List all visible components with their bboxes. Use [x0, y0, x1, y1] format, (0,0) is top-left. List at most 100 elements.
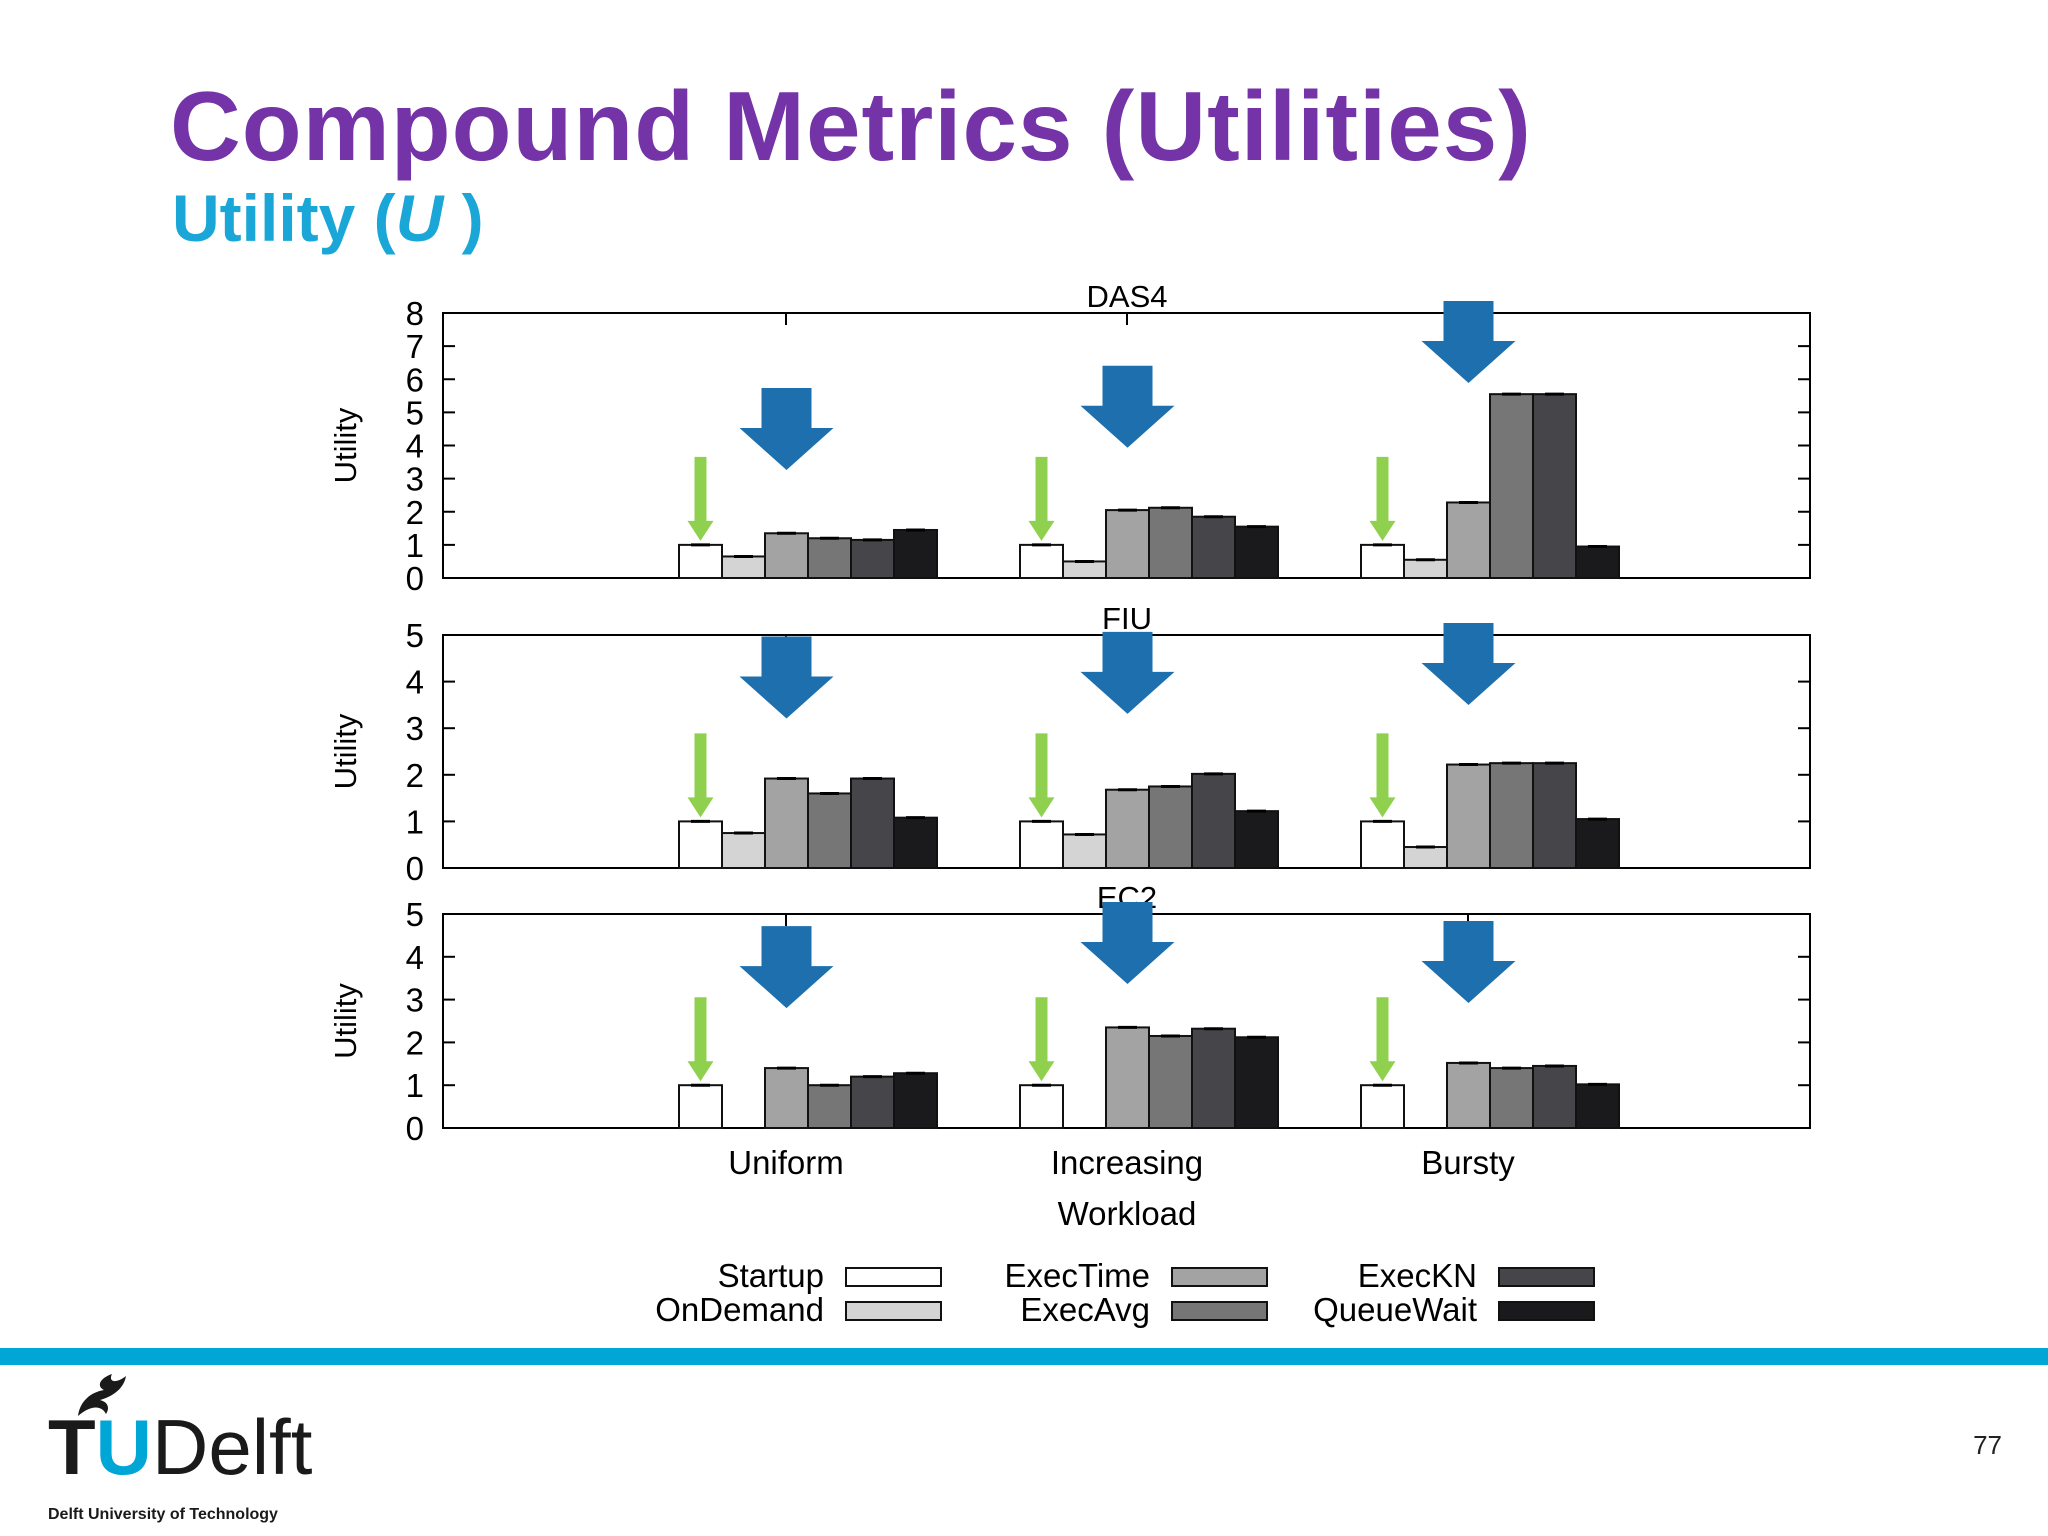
blue-arrow-icon [1080, 631, 1175, 714]
bar [1360, 543, 1405, 579]
bar [1489, 393, 1534, 579]
bar [1575, 1083, 1620, 1129]
x-tick-label: Increasing [1051, 1144, 1203, 1181]
bar [1532, 393, 1577, 579]
y-tick-label: 2 [406, 494, 424, 531]
logo-wordmark: TUDelft [48, 1408, 312, 1486]
y-tick-label: 0 [406, 1110, 424, 1147]
y-tick-label: 7 [406, 328, 424, 365]
green-arrow-icon [687, 997, 714, 1082]
subtitle-prefix: Utility ( [172, 181, 396, 255]
bar [1148, 1034, 1193, 1129]
x-tick-label: Uniform [728, 1144, 844, 1181]
bar [1360, 820, 1405, 870]
green-arrow-icon [1369, 997, 1396, 1082]
bar [1019, 543, 1064, 579]
footer-band [0, 1348, 2048, 1365]
slide-title: Compound Metrics (Utilities) [170, 71, 1532, 181]
bar [1105, 788, 1150, 869]
bar [893, 1072, 938, 1129]
legend-swatch [1498, 1301, 1595, 1321]
tudelft-logo: TUDelft Delft University of Technology [48, 1372, 348, 1523]
bar [1105, 1026, 1150, 1130]
bar [678, 543, 723, 579]
bar [1019, 1084, 1064, 1129]
subtitle-suffix: ) [443, 181, 484, 255]
bar [1532, 762, 1577, 870]
green-arrow-icon [1028, 997, 1055, 1082]
green-arrow-icon [687, 456, 714, 541]
bar [1105, 509, 1150, 579]
bar [1446, 501, 1491, 580]
bar [893, 816, 938, 869]
blue-arrow-icon [1421, 920, 1516, 1003]
y-tick-label: 6 [406, 361, 424, 398]
bar [764, 1067, 809, 1129]
logo-subtitle: Delft University of Technology [48, 1506, 278, 1523]
y-tick-label: 5 [406, 394, 424, 431]
legend-label: ExecAvg [1020, 1291, 1150, 1328]
y-tick-label: 1 [406, 803, 424, 840]
legend-swatch [1171, 1267, 1268, 1287]
blue-arrow-icon [1080, 365, 1175, 448]
bar [1446, 763, 1491, 869]
legend-swatch [1171, 1301, 1268, 1321]
bar [1575, 545, 1620, 579]
y-axis-label: Utility [328, 407, 363, 483]
y-tick-label: 1 [406, 527, 424, 564]
legend-label: QueueWait [1313, 1291, 1477, 1328]
bar [1191, 1027, 1236, 1129]
bar [850, 777, 895, 870]
y-axis-label: Utility [328, 713, 363, 789]
bar [764, 777, 809, 870]
panel-title: DAS4 [1087, 279, 1168, 314]
y-tick-label: 5 [406, 896, 424, 933]
blue-arrow-icon [1421, 301, 1516, 383]
logo-t: T [48, 1403, 96, 1491]
blue-arrow-icon [739, 636, 834, 719]
bar [893, 528, 938, 579]
y-tick-label: 0 [406, 850, 424, 887]
legend-swatch [1498, 1267, 1595, 1287]
bar [807, 792, 852, 869]
bar [1062, 833, 1107, 869]
bar [1191, 772, 1236, 869]
bar [1446, 1061, 1491, 1129]
y-tick-label: 3 [406, 461, 424, 498]
bar [1532, 1064, 1577, 1129]
bar [1360, 1084, 1405, 1129]
logo-delft: Delft [152, 1403, 313, 1491]
blue-arrow-icon [739, 387, 834, 470]
bar [678, 1084, 723, 1129]
page-number: 77 [1973, 1430, 2002, 1460]
y-tick-label: 5 [406, 617, 424, 654]
green-arrow-icon [1028, 456, 1055, 541]
bar [807, 1084, 852, 1129]
bar [1489, 1067, 1534, 1129]
y-tick-label: 2 [406, 1024, 424, 1061]
bar [721, 555, 766, 579]
legend-label: Startup [718, 1257, 824, 1294]
green-arrow-icon [687, 733, 714, 818]
bar [850, 538, 895, 579]
y-axis-label: Utility [328, 983, 363, 1059]
bar [1234, 810, 1279, 870]
y-tick-label: 4 [406, 664, 424, 701]
y-tick-label: 8 [406, 295, 424, 332]
bar [850, 1075, 895, 1130]
y-tick-label: 4 [406, 428, 424, 465]
legend-swatch [845, 1301, 942, 1321]
x-axis-label: Workload [1058, 1195, 1197, 1232]
blue-arrow-icon [739, 926, 834, 1009]
bar [1403, 846, 1448, 870]
bar [1234, 525, 1279, 579]
legend-label: ExecTime [1005, 1257, 1150, 1294]
bar [1019, 820, 1064, 870]
green-arrow-icon [1369, 456, 1396, 541]
bar [678, 820, 723, 870]
y-tick-label: 2 [406, 757, 424, 794]
slide-subtitle: Utility (U ) [172, 180, 484, 256]
bar [1148, 785, 1193, 870]
x-tick-label: Bursty [1421, 1144, 1515, 1181]
bar [1234, 1036, 1279, 1130]
